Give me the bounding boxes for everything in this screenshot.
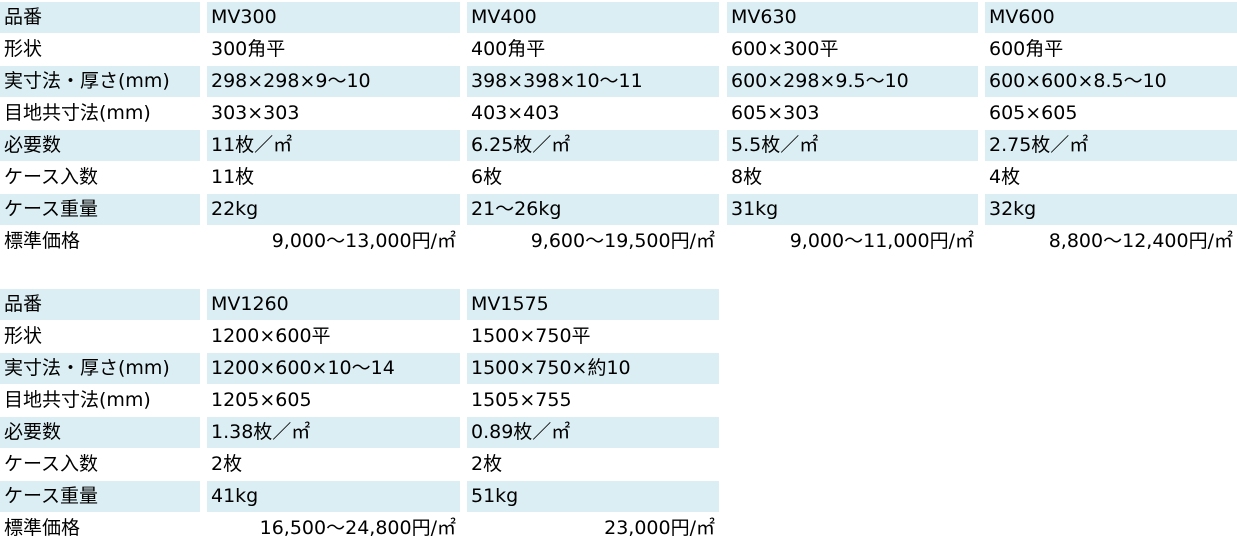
row-label: 形状	[4, 325, 43, 347]
cell-value: 600角平	[989, 38, 1064, 60]
cell-value: MV600	[985, 2, 1237, 33]
cell-value: 600×298×9.5〜10	[727, 66, 978, 97]
row-label: 品番	[0, 2, 200, 33]
cell-value: 16,500〜24,800円/㎡	[259, 517, 456, 539]
cell-value: 9,600〜19,500円/㎡	[530, 230, 715, 252]
cell-value: 1200×600平	[211, 325, 331, 347]
row-label: ケース重量	[0, 194, 200, 225]
cell-value: 1200×600×10〜14	[207, 353, 460, 384]
cell-value: 398×398×10〜11	[467, 66, 719, 97]
cell-value: MV300	[207, 2, 460, 33]
cell-value: 31kg	[727, 194, 978, 225]
cell-value: 0.89枚／㎡	[467, 417, 719, 448]
cell-value: 600×300平	[731, 38, 839, 60]
cell-value: 51kg	[467, 481, 719, 512]
cell-value: 403×403	[471, 102, 560, 124]
row-label: 標準価格	[4, 517, 81, 539]
cell-value: 300角平	[211, 38, 286, 60]
row-label: ケース重量	[0, 481, 200, 512]
cell-value: 6.25枚／㎡	[467, 130, 719, 161]
cell-value: MV1260	[207, 289, 460, 320]
cell-value: 21〜26kg	[467, 194, 719, 225]
cell-value: 11枚	[211, 166, 255, 188]
row-label: 実寸法・厚さ(mm)	[0, 66, 200, 97]
row-label: ケース入数	[4, 453, 99, 475]
cell-value: 11枚／㎡	[207, 130, 460, 161]
cell-value: 303×303	[211, 102, 300, 124]
cell-value: 8,800〜12,400円/㎡	[1048, 230, 1233, 252]
cell-value: 6枚	[471, 166, 503, 188]
cell-value: MV400	[467, 2, 719, 33]
cell-value: 1205×605	[211, 389, 312, 411]
cell-value: 605×605	[989, 102, 1078, 124]
cell-value: 4枚	[989, 166, 1021, 188]
row-label: 目地共寸法(mm)	[4, 102, 151, 124]
cell-value: 9,000〜13,000円/㎡	[271, 230, 456, 252]
cell-value: 298×298×9〜10	[207, 66, 460, 97]
cell-value: 1500×750平	[471, 325, 591, 347]
cell-value: 5.5枚／㎡	[727, 130, 978, 161]
cell-value: 2.75枚／㎡	[985, 130, 1237, 161]
cell-value: 600×600×8.5〜10	[985, 66, 1237, 97]
row-label: ケース入数	[4, 166, 99, 188]
cell-value: MV630	[727, 2, 978, 33]
cell-value: 400角平	[471, 38, 546, 60]
row-label: 必要数	[0, 130, 200, 161]
cell-value: 605×303	[731, 102, 820, 124]
cell-value: 22kg	[207, 194, 460, 225]
cell-value: MV1575	[467, 289, 719, 320]
cell-value: 1505×755	[471, 389, 572, 411]
cell-value: 9,000〜11,000円/㎡	[789, 230, 974, 252]
row-label: 実寸法・厚さ(mm)	[0, 353, 200, 384]
row-label: 形状	[4, 38, 43, 60]
cell-value: 32kg	[985, 194, 1237, 225]
cell-value: 1.38枚／㎡	[207, 417, 460, 448]
row-label: 品番	[0, 289, 200, 320]
cell-value: 23,000円/㎡	[604, 517, 715, 539]
cell-value: 2枚	[211, 453, 243, 475]
cell-value: 2枚	[471, 453, 503, 475]
cell-value: 41kg	[207, 481, 460, 512]
row-label: 標準価格	[4, 230, 81, 252]
cell-value: 8枚	[731, 166, 763, 188]
row-label: 必要数	[0, 417, 200, 448]
cell-value: 1500×750×約10	[467, 353, 719, 384]
row-label: 目地共寸法(mm)	[4, 389, 151, 411]
